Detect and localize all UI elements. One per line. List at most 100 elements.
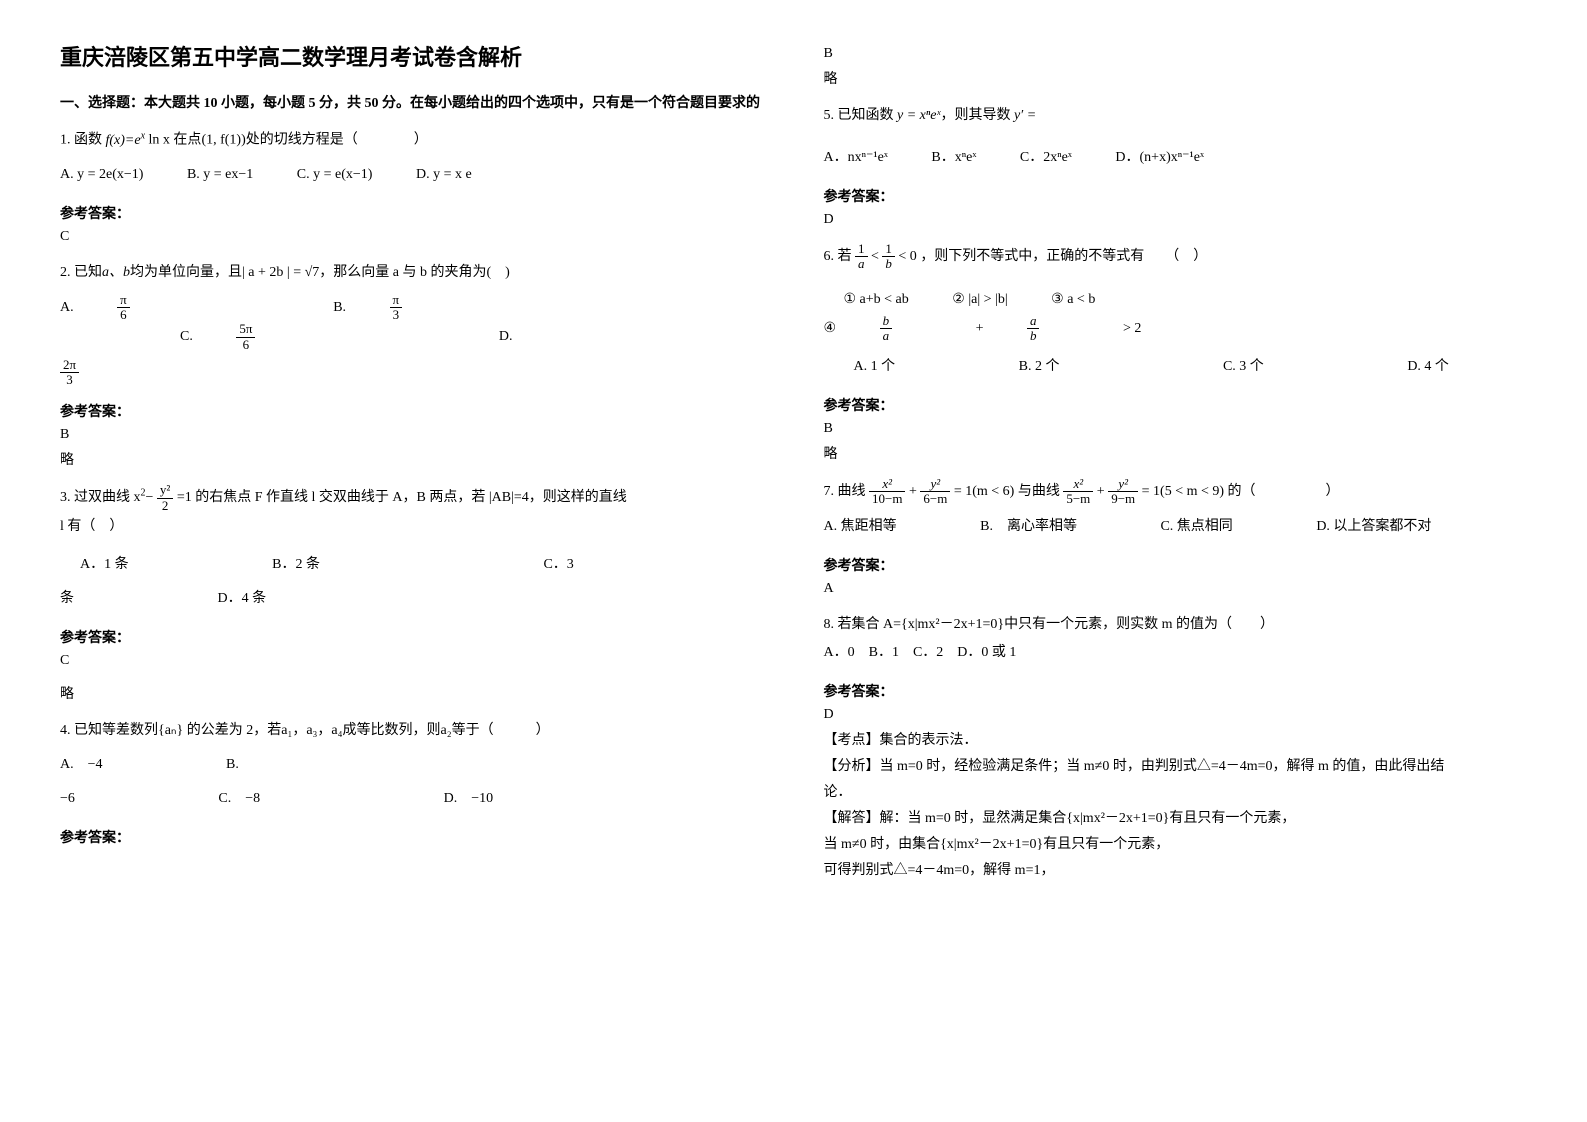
q6-c2: ② |a| > |b| bbox=[952, 286, 1007, 314]
q4-seq: {aₙ} bbox=[158, 723, 183, 738]
q7-e2eq: = 1(5 < m < 9) bbox=[1142, 484, 1224, 499]
q5-optB: B．xⁿeˣ bbox=[931, 144, 976, 172]
q2-optB: B. π3 bbox=[333, 293, 482, 323]
q7-e1eq: = 1(m < 6) bbox=[954, 484, 1015, 499]
q6-lt1: < bbox=[871, 249, 879, 264]
q5-optA: A．nxⁿ⁻¹eˣ bbox=[824, 144, 888, 172]
q8-opts: A．0 B．1 C．2 D．0 或 1 bbox=[824, 639, 1528, 667]
question-7: 7. 曲线 x²10−m + y²6−m = 1(m < 6) 与曲线 x²5−… bbox=[824, 477, 1528, 541]
q3-optA: A．1 条 bbox=[80, 551, 129, 579]
question-8: 8. 若集合 A={x|mx²－2x+1=0}中只有一个元素，则实数 m 的值为… bbox=[824, 611, 1528, 667]
q1-stem-prefix: 1. 函数 bbox=[60, 133, 106, 148]
q1-answer: C bbox=[60, 229, 764, 245]
answer-label: 参考答案： bbox=[60, 827, 764, 847]
q4-answer: B bbox=[824, 46, 1528, 62]
q1-suffix: 处的切线方程是（ ） bbox=[246, 133, 428, 148]
q8-stem: 8. 若集合 A={x|mx²－2x+1=0}中只有一个元素，则实数 m 的值为… bbox=[824, 611, 1528, 639]
q5-optC: C．2xⁿeˣ bbox=[1020, 144, 1072, 172]
q8-answer: D bbox=[824, 707, 1528, 723]
q8-line3: 【解答】解：当 m=0 时，显然满足集合{x|mx²－2x+1=0}有且只有一个… bbox=[824, 807, 1528, 827]
q5-optD: D．(n+x)xⁿ⁻¹eˣ bbox=[1115, 144, 1204, 172]
q6-c4: ④ ba + ab > 2 bbox=[824, 314, 1182, 344]
q7-mid: 与曲线 bbox=[1018, 484, 1060, 499]
q6-answer: B bbox=[824, 421, 1528, 437]
q8-line2: 【分析】当 m=0 时，经检验满足条件；当 m≠0 时，由判别式△=4－4m=0… bbox=[824, 755, 1528, 775]
page-title: 重庆涪陵区第五中学高二数学理月考试卷含解析 bbox=[60, 40, 764, 72]
q4-prefix: 4. 已知等差数列 bbox=[60, 723, 158, 738]
question-5: 5. 已知函数 y = xⁿeˣ，则其导数 y′ = A．nxⁿ⁻¹eˣ B．x… bbox=[824, 102, 1528, 172]
q2-mid: 均为单位向量，且 bbox=[130, 265, 242, 280]
q6-c3: ③ a < b bbox=[1051, 286, 1095, 314]
question-1: 1. 函数 f(x)=ex ln x 在点(1, f(1))处的切线方程是（ ）… bbox=[60, 126, 764, 189]
q1-func: f(x)=ex bbox=[106, 133, 146, 148]
q3-optD: D．4 条 bbox=[218, 585, 267, 613]
q8-line5: 可得判别式△=4－4m=0，解得 m=1， bbox=[824, 859, 1528, 879]
q7-optD: D. 以上答案都不对 bbox=[1316, 513, 1431, 541]
q6-c1: ① a+b < ab bbox=[844, 286, 909, 314]
q7-optC: C. 焦点相同 bbox=[1160, 513, 1232, 541]
q3-prefix: 3. 过双曲线 x bbox=[60, 490, 141, 505]
q6-lt2: < 0 bbox=[898, 249, 916, 264]
q7-optA: A. 焦距相等 bbox=[824, 513, 897, 541]
q2-optD-label: D. bbox=[499, 323, 513, 351]
question-6: 6. 若 1a < 1b < 0 ，则下列不等式中，正确的不等式有 （ ） ① … bbox=[824, 242, 1528, 381]
q1-optB: B. y = ex−1 bbox=[187, 161, 253, 189]
q3-omit: 略 bbox=[60, 683, 764, 703]
q1-point: (1, f(1)) bbox=[201, 133, 245, 148]
q3-mid1: − bbox=[146, 490, 154, 505]
answer-label: 参考答案： bbox=[60, 627, 764, 647]
q8-line1: 【考点】集合的表示法． bbox=[824, 729, 1528, 749]
q2-optD: 2π3 bbox=[60, 358, 764, 388]
q3-line2: l 有（ ） bbox=[60, 513, 764, 541]
q2-eq: | a + 2b | = √7 bbox=[242, 265, 319, 280]
q5-answer: D bbox=[824, 212, 1528, 228]
q2-suffix: ，那么向量 a 与 b 的夹角为( ) bbox=[319, 265, 510, 280]
q4-terms: a₁，a₃，a₄ bbox=[281, 723, 342, 738]
q2-prefix: 2. 已知 bbox=[60, 265, 102, 280]
q8-line4: 当 m≠0 时，由集合{x|mx²－2x+1=0}有且只有一个元素， bbox=[824, 833, 1528, 853]
q6-omit: 略 bbox=[824, 443, 1528, 463]
q6-optD: D. 4 个 bbox=[1407, 353, 1449, 381]
answer-label: 参考答案： bbox=[60, 401, 764, 421]
q6-optB: B. 2 个 bbox=[1019, 353, 1060, 381]
question-2: 2. 已知a、b均为单位向量，且| a + 2b | = √7，那么向量 a 与… bbox=[60, 259, 764, 388]
q5-func: y = xⁿeˣ bbox=[897, 108, 940, 123]
q7-prefix: 7. 曲线 bbox=[824, 484, 866, 499]
answer-label: 参考答案： bbox=[824, 186, 1528, 206]
q4-optC: C. −8 bbox=[218, 785, 260, 813]
answer-label: 参考答案： bbox=[824, 681, 1528, 701]
q4-optA: A. −4 bbox=[60, 751, 103, 779]
question-4: 4. 已知等差数列{aₙ} 的公差为 2，若a₁，a₃，a₄成等比数列，则a₂等… bbox=[60, 717, 764, 813]
q7-suffix: 的（ ） bbox=[1228, 484, 1340, 499]
q3-optC: C．3 bbox=[543, 551, 573, 579]
q8-line2b: 论． bbox=[824, 781, 1528, 801]
q1-mid1: ln x 在点 bbox=[145, 133, 201, 148]
q5-prefix: 5. 已知函数 bbox=[824, 108, 894, 123]
question-3: 3. 过双曲线 x2− y²2 =1 的右焦点 F 作直线 l 交双曲线于 A，… bbox=[60, 483, 764, 613]
q1-optC: C. y = e(x−1) bbox=[297, 161, 373, 189]
q4-optB2: −6 bbox=[60, 785, 75, 813]
q4-optD: D. −10 bbox=[444, 785, 494, 813]
answer-label: 参考答案： bbox=[824, 395, 1528, 415]
q2-omit: 略 bbox=[60, 449, 764, 469]
answer-label: 参考答案： bbox=[60, 203, 764, 223]
q4-a2: a₂ bbox=[441, 723, 452, 738]
q4-omit: 略 bbox=[824, 68, 1528, 88]
q1-optA: A. y = 2e(x−1) bbox=[60, 161, 143, 189]
q6-suffix: ，则下列不等式中，正确的不等式有 （ ） bbox=[920, 249, 1207, 264]
q2-optC: C. 5π6 bbox=[180, 322, 335, 352]
q3-optB: B．2 条 bbox=[272, 551, 320, 579]
q5-deriv: y′ = bbox=[1014, 108, 1036, 123]
q6-optC: C. 3 个 bbox=[1223, 353, 1264, 381]
q4-optB: B. bbox=[226, 751, 239, 779]
q2-vec: a、b bbox=[102, 265, 130, 280]
q7-optB: B. 离心率相等 bbox=[980, 513, 1077, 541]
section-heading: 一、选择题：本大题共 10 小题，每小题 5 分，共 50 分。在每小题给出的四… bbox=[60, 92, 764, 112]
q3-optC2: 条 bbox=[60, 585, 74, 613]
q3-mid2: =1 的右焦点 F 作直线 l 交双曲线于 A，B 两点，若 |AB|=4，则这… bbox=[177, 490, 627, 505]
q4-suffix: 等于（ ） bbox=[452, 723, 550, 738]
q6-prefix: 6. 若 bbox=[824, 249, 852, 264]
q2-optA: A. π6 bbox=[60, 293, 210, 323]
q4-mid: 的公差为 2，若 bbox=[183, 723, 281, 738]
q5-mid: ，则其导数 bbox=[940, 108, 1010, 123]
